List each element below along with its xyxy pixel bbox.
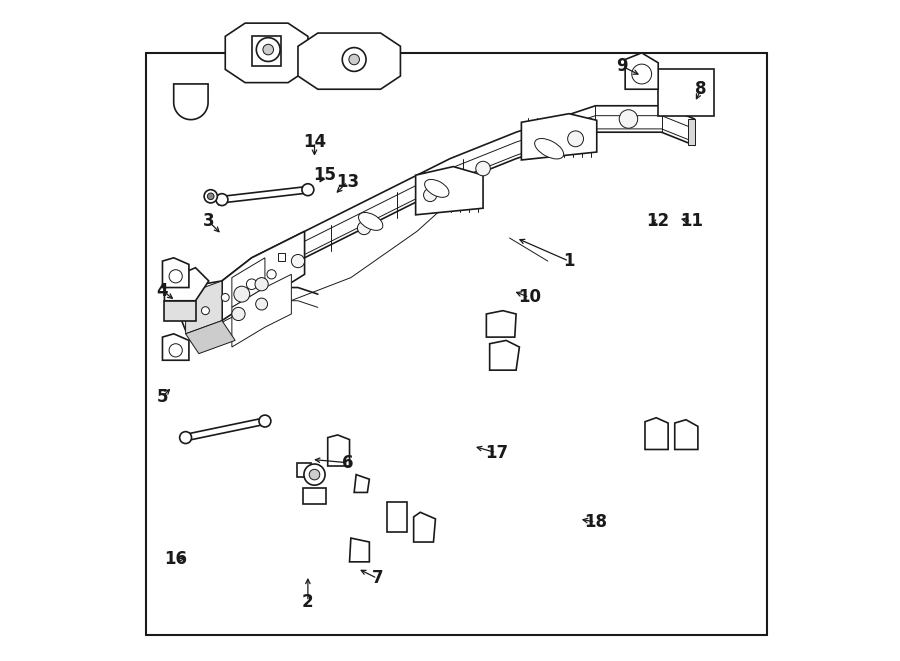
- Text: 8: 8: [696, 80, 706, 98]
- Polygon shape: [185, 321, 235, 354]
- Polygon shape: [165, 301, 195, 321]
- Text: 17: 17: [485, 444, 508, 462]
- Circle shape: [232, 307, 245, 321]
- Polygon shape: [416, 167, 483, 215]
- Polygon shape: [658, 69, 715, 116]
- Circle shape: [247, 279, 257, 290]
- Polygon shape: [626, 53, 658, 89]
- Circle shape: [255, 278, 268, 291]
- Circle shape: [357, 221, 371, 235]
- Text: 1: 1: [563, 252, 575, 270]
- Polygon shape: [298, 33, 400, 89]
- Circle shape: [632, 64, 652, 84]
- Circle shape: [169, 270, 183, 283]
- Polygon shape: [688, 119, 695, 145]
- Circle shape: [619, 110, 638, 128]
- Circle shape: [169, 344, 183, 357]
- Circle shape: [256, 298, 267, 310]
- Circle shape: [310, 469, 320, 480]
- Ellipse shape: [425, 179, 449, 198]
- Polygon shape: [645, 418, 668, 449]
- Polygon shape: [185, 281, 222, 334]
- Polygon shape: [414, 512, 436, 542]
- Text: 11: 11: [680, 212, 703, 231]
- Circle shape: [263, 44, 274, 55]
- Text: 16: 16: [164, 549, 187, 568]
- Text: 6: 6: [342, 453, 354, 472]
- Circle shape: [267, 270, 276, 279]
- Polygon shape: [185, 418, 265, 441]
- Text: 4: 4: [157, 282, 168, 300]
- Text: 13: 13: [336, 173, 359, 191]
- Polygon shape: [387, 502, 407, 532]
- Text: 5: 5: [157, 387, 168, 406]
- Ellipse shape: [535, 139, 563, 159]
- Polygon shape: [349, 538, 369, 562]
- Circle shape: [216, 194, 228, 206]
- Text: 3: 3: [202, 212, 214, 231]
- Circle shape: [202, 307, 210, 315]
- Polygon shape: [303, 488, 326, 504]
- Polygon shape: [232, 274, 292, 347]
- Bar: [146, 53, 768, 635]
- Polygon shape: [355, 475, 369, 492]
- Circle shape: [476, 161, 491, 176]
- Ellipse shape: [358, 212, 382, 231]
- Polygon shape: [252, 36, 282, 66]
- Text: 7: 7: [372, 569, 383, 588]
- Polygon shape: [521, 114, 597, 160]
- Circle shape: [342, 48, 366, 71]
- Circle shape: [302, 184, 314, 196]
- Polygon shape: [232, 258, 265, 307]
- Circle shape: [568, 131, 583, 147]
- Polygon shape: [222, 186, 308, 203]
- Circle shape: [349, 54, 359, 65]
- Circle shape: [256, 38, 280, 61]
- Text: 14: 14: [303, 133, 326, 151]
- Polygon shape: [225, 23, 308, 83]
- Circle shape: [424, 188, 436, 202]
- Circle shape: [204, 190, 217, 203]
- Circle shape: [292, 254, 304, 268]
- Polygon shape: [328, 435, 349, 466]
- Polygon shape: [163, 258, 189, 288]
- Text: 10: 10: [518, 288, 541, 307]
- Polygon shape: [675, 420, 698, 449]
- Text: 9: 9: [616, 57, 627, 75]
- Circle shape: [234, 286, 249, 302]
- Circle shape: [259, 415, 271, 427]
- Circle shape: [304, 464, 325, 485]
- Text: 18: 18: [584, 513, 607, 531]
- Polygon shape: [222, 231, 304, 321]
- Polygon shape: [486, 311, 516, 337]
- Circle shape: [180, 432, 192, 444]
- Polygon shape: [297, 463, 311, 477]
- Text: 2: 2: [302, 592, 314, 611]
- Polygon shape: [163, 334, 189, 360]
- Circle shape: [207, 193, 214, 200]
- Polygon shape: [490, 340, 519, 370]
- Text: 15: 15: [313, 166, 336, 184]
- Polygon shape: [165, 268, 209, 301]
- Circle shape: [221, 293, 230, 301]
- Text: 12: 12: [647, 212, 670, 231]
- Polygon shape: [174, 84, 208, 120]
- Polygon shape: [179, 281, 222, 337]
- Polygon shape: [278, 253, 284, 261]
